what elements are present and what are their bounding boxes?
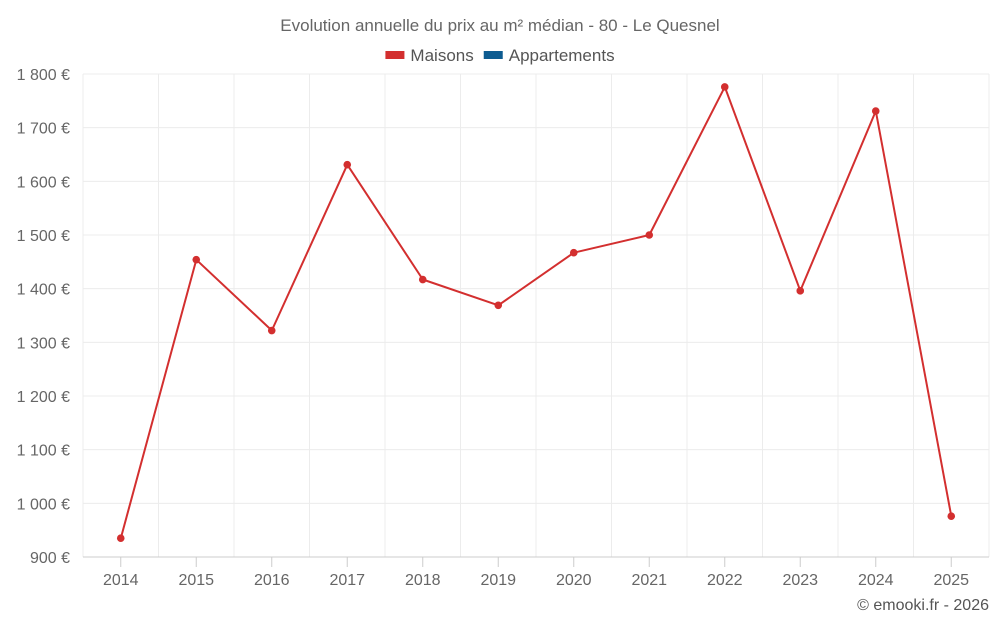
credit-text: © emooki.fr - 2026 xyxy=(857,597,989,614)
x-tick-label: 2016 xyxy=(254,572,290,589)
y-tick-label: 1 200 € xyxy=(17,389,70,406)
x-tick-label: 2023 xyxy=(782,572,818,589)
y-tick-label: 1 100 € xyxy=(17,443,70,460)
x-tick-label: 2025 xyxy=(933,572,969,589)
series-layer xyxy=(116,83,956,543)
axes: 900 € 1 000 € 1 100 € 1 200 € 1 300 € 1 400 €… xyxy=(17,67,989,589)
data-point[interactable] xyxy=(267,326,276,335)
x-tick-label: 2022 xyxy=(707,572,743,589)
y-tick-label: 1 400 € xyxy=(17,282,70,299)
legend-swatch xyxy=(483,51,503,59)
legend-item-appartements[interactable]: Appartements xyxy=(483,46,615,65)
data-point[interactable] xyxy=(192,255,201,264)
legend-label: Appartements xyxy=(509,46,615,65)
data-point[interactable] xyxy=(871,107,880,115)
data-point[interactable] xyxy=(645,231,654,239)
x-tick-label: 2014 xyxy=(103,572,139,589)
legend: Maisons Appartements xyxy=(385,46,615,65)
x-tick-label: 2018 xyxy=(405,572,441,589)
x-tick-label: 2024 xyxy=(858,572,894,589)
y-tick-label: 1 300 € xyxy=(17,335,70,352)
y-tick-label: 900 € xyxy=(30,550,70,567)
x-tick-label: 2017 xyxy=(329,572,365,589)
data-point[interactable] xyxy=(343,160,352,169)
x-tick-label: 2015 xyxy=(178,572,214,589)
data-point[interactable] xyxy=(494,301,503,310)
y-tick-label: 1 700 € xyxy=(17,121,70,138)
y-tick-label: 1 600 € xyxy=(17,174,70,191)
legend-label: Maisons xyxy=(410,46,473,65)
x-tick-label: 2020 xyxy=(556,572,592,589)
series-line-maisons xyxy=(119,85,953,539)
x-tick-label: 2019 xyxy=(480,572,516,589)
data-point[interactable] xyxy=(720,83,729,91)
data-point[interactable] xyxy=(947,512,956,521)
y-tick-label: 1 000 € xyxy=(17,496,70,513)
legend-item-maisons[interactable]: Maisons xyxy=(385,46,474,65)
y-tick-label: 1 500 € xyxy=(17,228,70,245)
data-point[interactable] xyxy=(116,534,125,543)
grid xyxy=(82,73,990,557)
data-point[interactable] xyxy=(569,248,578,257)
chart-title: Evolution annuelle du prix au m² médian … xyxy=(280,16,719,35)
x-tick-label: 2021 xyxy=(631,572,667,589)
data-point[interactable] xyxy=(796,287,805,295)
y-tick-label: 1 800 € xyxy=(17,67,70,84)
legend-swatch xyxy=(385,51,405,59)
data-point[interactable] xyxy=(418,275,427,284)
